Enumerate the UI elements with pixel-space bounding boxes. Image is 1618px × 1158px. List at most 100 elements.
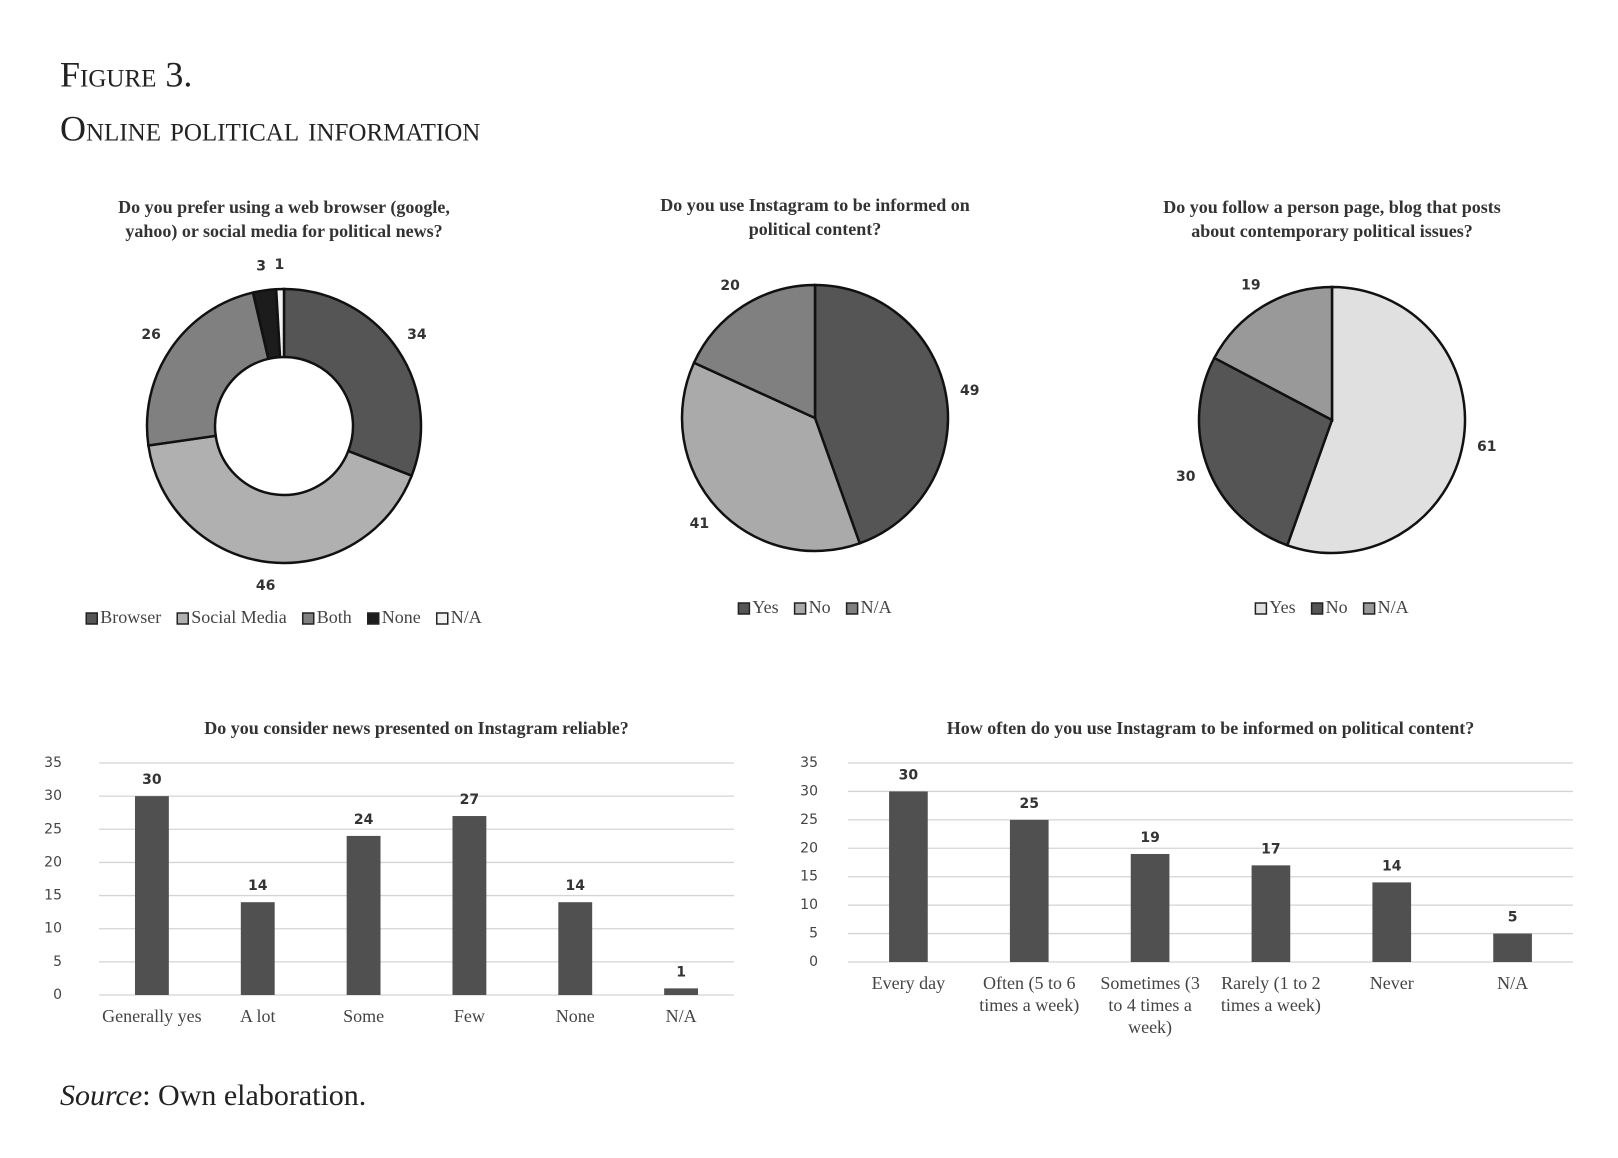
- slice: [1285, 285, 1467, 555]
- source: Source: Own elaboration.: [60, 1079, 366, 1112]
- legend-swatch: [1362, 602, 1376, 615]
- slice: [274, 287, 286, 359]
- chart-title: Do you use Instagram to be informed on: [660, 195, 970, 215]
- source-text: : Own elaboration.: [142, 1079, 366, 1112]
- slice: [1197, 356, 1334, 547]
- data-label: 19: [1241, 278, 1260, 294]
- legend-label: No: [809, 597, 831, 617]
- chart-title: about contemporary political issues?: [1191, 221, 1473, 241]
- bar: [1493, 933, 1532, 962]
- legend-swatch: [793, 602, 807, 615]
- legend-label: N/A: [861, 597, 892, 617]
- bar: [134, 796, 169, 995]
- data-label: 30: [142, 772, 162, 788]
- slice: [282, 287, 423, 478]
- x-tick-label: Every day: [872, 973, 945, 993]
- x-tick-label: None: [556, 1006, 595, 1026]
- legend: Browser Social Media Both None N/A: [85, 607, 482, 627]
- legend-label: None: [382, 607, 421, 627]
- legend-swatch: [176, 612, 189, 625]
- legend-swatch: [845, 602, 859, 615]
- y-tick-label: 20: [800, 840, 818, 856]
- data-label: 14: [248, 878, 268, 894]
- data-label: 30: [899, 767, 919, 783]
- slice: [813, 283, 950, 545]
- x-tick-label: Generally yes: [102, 1006, 201, 1026]
- legend-label: Browser: [100, 607, 161, 627]
- source-label: Source: [60, 1079, 142, 1112]
- x-tick-label: Never: [1370, 973, 1414, 993]
- x-tick-label: Few: [454, 1006, 485, 1026]
- bar: [558, 902, 593, 995]
- chart-title: Do you follow a person page, blog that p…: [1163, 197, 1501, 217]
- data-label: 1: [676, 964, 686, 980]
- slice: [680, 361, 862, 553]
- bar: [1009, 819, 1049, 962]
- y-tick-label: 35: [44, 755, 62, 771]
- data-label: 49: [960, 383, 979, 399]
- y-tick-label: 25: [44, 821, 62, 837]
- data-label: 14: [566, 878, 586, 894]
- data-label: 41: [690, 516, 709, 532]
- data-label: 27: [460, 792, 479, 808]
- bar: [240, 902, 275, 995]
- data-label: 26: [141, 327, 160, 343]
- y-tick-label: 15: [800, 869, 818, 885]
- legend-label: Both: [317, 607, 352, 627]
- slice: [1212, 285, 1334, 423]
- legend: Yes No N/A: [737, 597, 892, 617]
- legend-swatch: [367, 612, 380, 625]
- legend-swatch: [1254, 602, 1268, 615]
- y-tick-label: 35: [800, 755, 818, 771]
- data-label: 24: [354, 812, 374, 828]
- data-label: 3: [256, 259, 266, 275]
- slice: [146, 434, 414, 565]
- chart-title: How often do you use Instagram to be inf…: [947, 718, 1475, 738]
- legend-label: Yes: [1269, 597, 1295, 617]
- legend-swatch: [1310, 602, 1324, 615]
- y-tick-label: 5: [53, 954, 62, 970]
- legend-swatch: [737, 602, 751, 615]
- bar: [346, 835, 381, 995]
- x-tick-label: Rarely (1 to 2 times a week): [1221, 973, 1321, 1016]
- bar: [452, 816, 487, 995]
- y-tick-label: 0: [809, 954, 818, 970]
- x-tick-label: A lot: [240, 1006, 276, 1026]
- chart-title: political content?: [749, 219, 882, 239]
- x-tick-label: Some: [343, 1006, 384, 1026]
- x-tick-label: Often (5 to 6 times a week): [979, 973, 1079, 1016]
- bar: [889, 791, 928, 962]
- data-label: 30: [1176, 469, 1196, 485]
- figure-label: Figure 3.: [60, 54, 192, 94]
- y-tick-label: 25: [800, 812, 818, 828]
- bar: [664, 988, 699, 995]
- data-label: 46: [256, 578, 275, 594]
- data-label: 61: [1477, 439, 1496, 455]
- chart-title: Do you prefer using a web browser (googl…: [118, 197, 450, 218]
- legend: Yes No N/A: [1254, 597, 1409, 617]
- legend-swatch: [436, 612, 449, 625]
- data-label: 20: [720, 278, 740, 294]
- data-label: 19: [1140, 830, 1159, 846]
- bar: [1372, 882, 1412, 962]
- data-label: 25: [1020, 796, 1039, 812]
- slice: [145, 291, 270, 447]
- legend-swatch: [85, 612, 98, 625]
- legend-label: N/A: [451, 607, 482, 627]
- y-tick-label: 15: [44, 888, 62, 904]
- y-tick-label: 5: [809, 926, 818, 942]
- y-tick-label: 10: [44, 921, 62, 937]
- y-tick-label: 20: [44, 854, 62, 870]
- y-tick-label: 0: [53, 987, 62, 1003]
- data-label: 34: [407, 327, 427, 343]
- data-label: 14: [1382, 858, 1402, 874]
- legend-label: N/A: [1378, 597, 1409, 617]
- y-tick-label: 30: [44, 788, 62, 804]
- y-tick-label: 10: [800, 897, 818, 913]
- data-label: 1: [275, 257, 285, 273]
- x-tick-label: N/A: [1497, 973, 1528, 993]
- y-tick-label: 30: [800, 783, 818, 799]
- legend-label: Social Media: [191, 607, 286, 627]
- legend-swatch: [301, 612, 315, 625]
